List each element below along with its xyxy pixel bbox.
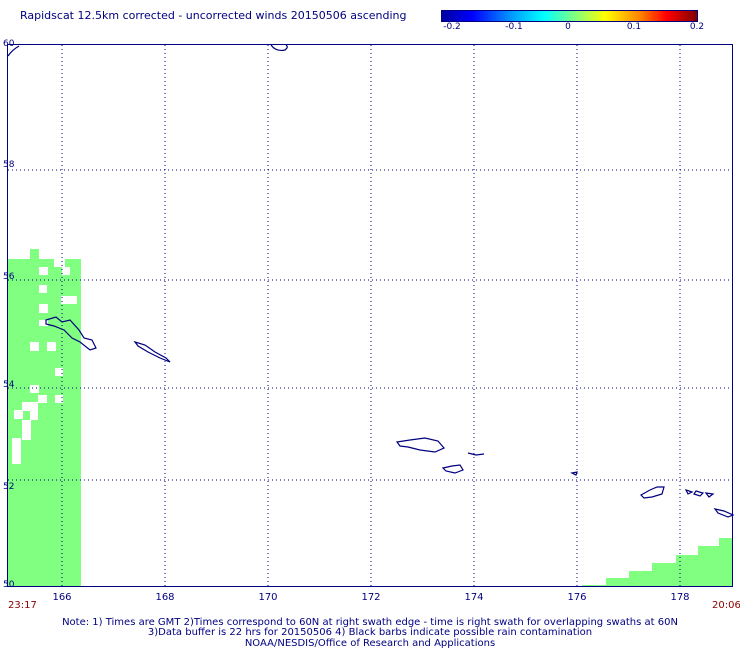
semichi-islands [467, 452, 485, 456]
lat-label: 56 [3, 272, 15, 282]
agattu-island [441, 464, 464, 474]
lat-label: 50 [3, 580, 15, 590]
amchitka-island [713, 508, 735, 518]
lat-label: 54 [3, 380, 15, 390]
kamchatka-coast [7, 45, 20, 57]
colorbar-tick: 0 [565, 22, 571, 32]
lat-label: 58 [3, 160, 15, 170]
left-swath [8, 249, 81, 587]
lon-label: 168 [155, 592, 175, 603]
buldir-island [570, 471, 578, 476]
graticule [8, 45, 733, 587]
bering-island [45, 316, 97, 351]
lon-label: 172 [361, 592, 381, 603]
swath-start-time: 23:17 [8, 600, 37, 611]
colorbar-tick: -0.1 [505, 22, 523, 32]
swath-gaps [12, 259, 77, 464]
note-line-2: 3)Data buffer is 22 hrs for 20150506 4) … [147, 627, 593, 638]
lon-label: 174 [464, 592, 484, 603]
swath-end-time: 20:06 [712, 600, 740, 611]
lon-label: 178 [670, 592, 690, 603]
coastlines [7, 44, 735, 518]
lon-label: 170 [258, 592, 278, 603]
attu-island [395, 437, 445, 453]
colorbar-tick: -0.2 [443, 22, 461, 32]
kiska-island [640, 486, 665, 499]
color-scale-bar [441, 10, 698, 22]
rat-islands-3 [704, 492, 715, 498]
note-line-1: Note: 1) Times are GMT 2)Times correspon… [62, 617, 678, 628]
medny-island [133, 340, 171, 363]
island-north [270, 44, 288, 52]
plot-title: Rapidscat 12.5km corrected - uncorrected… [20, 9, 407, 22]
map-frame [7, 44, 733, 587]
note-line-3: NOAA/NESDIS/Office of Research and Appli… [244, 638, 496, 649]
right-swath [582, 538, 733, 587]
lon-label: 166 [52, 592, 72, 603]
rat-islands-1 [684, 488, 694, 495]
lat-label: 52 [3, 482, 15, 492]
colorbar-tick: 0.1 [626, 22, 642, 32]
colorbar-tick: 0.2 [689, 22, 705, 32]
lon-label: 176 [567, 592, 587, 603]
rat-islands-2 [693, 490, 705, 497]
lat-label: 60 [3, 39, 15, 49]
